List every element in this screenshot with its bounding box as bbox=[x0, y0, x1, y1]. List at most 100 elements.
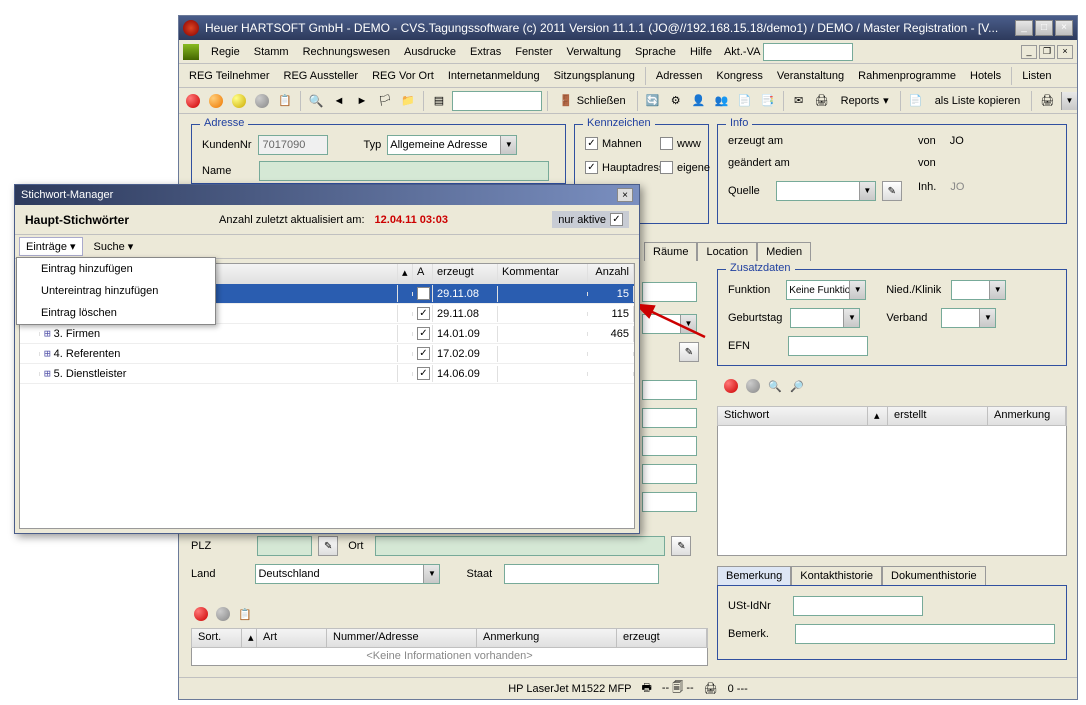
col-anzahl[interactable]: Anzahl bbox=[588, 264, 634, 284]
col-sort[interactable]: Sort. bbox=[192, 629, 242, 647]
mdi-close[interactable]: × bbox=[1057, 45, 1073, 59]
suche-dropdown[interactable]: Suche ▾ bbox=[87, 237, 141, 256]
tool-flag-icon[interactable]: 🏳 bbox=[375, 91, 395, 111]
menu-untereintrag-hinzufuegen[interactable]: Untereintrag hinzufügen bbox=[17, 280, 215, 302]
tab-reg-aussteller[interactable]: REG Aussteller bbox=[278, 67, 365, 85]
mid-input-6[interactable] bbox=[642, 492, 697, 512]
tab-location[interactable]: Location bbox=[697, 242, 757, 261]
col-kommentar[interactable]: Kommentar bbox=[498, 264, 588, 284]
tab-kongress[interactable]: Kongress bbox=[710, 67, 768, 85]
tab-raeume[interactable]: Räume bbox=[644, 242, 697, 261]
dialog-row[interactable]: ⊞ 4. Referenten✓17.02.09 bbox=[20, 344, 634, 364]
tool-print-icon[interactable]: 🖨 bbox=[812, 91, 832, 111]
menu-hilfe[interactable]: Hilfe bbox=[684, 44, 718, 60]
geburtstag-input[interactable]: ▼ bbox=[790, 308, 860, 328]
col-nummer[interactable]: Nummer/Adresse bbox=[327, 629, 477, 647]
mid-combo-1[interactable]: ▼ bbox=[642, 314, 697, 334]
tab-reg-vor-ort[interactable]: REG Vor Ort bbox=[366, 67, 440, 85]
tab-bemerkung[interactable]: Bemerkung bbox=[717, 566, 791, 585]
stichwort-remove-icon[interactable] bbox=[743, 376, 763, 396]
stichwort-add-icon[interactable] bbox=[721, 376, 741, 396]
tab-reg-teilnehmer[interactable]: REG Teilnehmer bbox=[183, 67, 276, 85]
tool-p4-icon[interactable]: 📑 bbox=[758, 91, 778, 111]
tab-adressen[interactable]: Adressen bbox=[650, 67, 708, 85]
ust-input[interactable] bbox=[793, 596, 923, 616]
name-input[interactable] bbox=[259, 161, 549, 181]
efn-input[interactable] bbox=[788, 336, 868, 356]
dialog-row[interactable]: ⊞ 3. Firmen✓14.01.09465 bbox=[20, 324, 634, 344]
typ-combo[interactable]: Allgemeine Adresse▼ bbox=[387, 135, 517, 155]
mid-input-3[interactable] bbox=[642, 408, 697, 428]
funktion-combo[interactable]: Keine Funktion▼ bbox=[786, 280, 866, 300]
tab-veranstaltung[interactable]: Veranstaltung bbox=[771, 67, 850, 85]
land-combo[interactable]: Deutschland▼ bbox=[255, 564, 440, 584]
tab-listen[interactable]: Listen bbox=[1016, 67, 1057, 85]
menu-stamm[interactable]: Stamm bbox=[248, 44, 295, 60]
contact-add-icon[interactable] bbox=[191, 604, 211, 624]
tab-hotels[interactable]: Hotels bbox=[964, 67, 1007, 85]
col-erzeugt[interactable]: erzeugt bbox=[617, 629, 707, 647]
close-button-toolbar[interactable]: 🚪 Schließen bbox=[553, 92, 632, 109]
contact-copy-icon[interactable]: 📋 bbox=[235, 604, 255, 624]
haupt-checkbox[interactable]: ✓ bbox=[585, 161, 598, 174]
eigene-checkbox[interactable] bbox=[660, 161, 673, 174]
col-art[interactable]: Art bbox=[257, 629, 327, 647]
menu-extras[interactable]: Extras bbox=[464, 44, 507, 60]
col-anmerkung2[interactable]: Anmerkung bbox=[477, 629, 617, 647]
ort-edit-button[interactable]: ✎ bbox=[671, 536, 691, 556]
tab-medien[interactable]: Medien bbox=[757, 242, 811, 261]
col-a[interactable]: A bbox=[413, 264, 433, 284]
plz-edit-button[interactable]: ✎ bbox=[318, 536, 338, 556]
mid-input-1[interactable] bbox=[642, 282, 697, 302]
tab-internetanmeldung[interactable]: Internetanmeldung bbox=[442, 67, 546, 85]
tool-grey-icon[interactable] bbox=[252, 91, 272, 111]
tab-rahmenprogramme[interactable]: Rahmenprogramme bbox=[852, 67, 962, 85]
tool-combo[interactable]: ▼ bbox=[452, 91, 542, 111]
dialog-row[interactable]: ⊞ 5. Dienstleister✓14.06.09 bbox=[20, 364, 634, 384]
tool-record-icon[interactable] bbox=[183, 91, 203, 111]
verband-combo[interactable]: ▼ bbox=[941, 308, 996, 328]
quelle-combo[interactable]: ▼ bbox=[776, 181, 876, 201]
menu-rechnungswesen[interactable]: Rechnungswesen bbox=[297, 44, 396, 60]
stichwort-search-icon[interactable]: 🔍 bbox=[765, 376, 785, 396]
mdi-minimize[interactable]: _ bbox=[1021, 45, 1037, 59]
col-anmerkung[interactable]: Anmerkung bbox=[988, 407, 1066, 425]
tool-search-icon[interactable]: 🔍 bbox=[306, 91, 326, 111]
mid-input-4[interactable] bbox=[642, 436, 697, 456]
tool-yellow-icon[interactable] bbox=[229, 91, 249, 111]
tool-print2-icon[interactable]: 🖨 bbox=[1037, 91, 1057, 111]
col-erzeugt-dlg[interactable]: erzeugt bbox=[433, 264, 498, 284]
tool-prev-icon[interactable]: ◄ bbox=[329, 91, 349, 111]
www-checkbox[interactable] bbox=[660, 137, 673, 150]
copy-list-button[interactable]: als Liste kopieren bbox=[929, 93, 1027, 109]
tab-sitzungsplanung[interactable]: Sitzungsplanung bbox=[548, 67, 641, 85]
menu-fenster[interactable]: Fenster bbox=[509, 44, 558, 60]
close-button[interactable]: × bbox=[1055, 20, 1073, 36]
minimize-button[interactable]: _ bbox=[1015, 20, 1033, 36]
tool-mail-icon[interactable]: ✉ bbox=[789, 91, 809, 111]
tool-next-icon[interactable]: ► bbox=[352, 91, 372, 111]
filter-checkbox[interactable]: ✓ bbox=[610, 213, 623, 226]
tool-p2-icon[interactable]: 👥 bbox=[712, 91, 732, 111]
mid-edit-button[interactable]: ✎ bbox=[679, 342, 699, 362]
stichwort-search2-icon[interactable]: 🔎 bbox=[787, 376, 807, 396]
plz-input[interactable] bbox=[257, 536, 312, 556]
reports-button[interactable]: Reports ▾ bbox=[835, 92, 895, 109]
mahnen-checkbox[interactable]: ✓ bbox=[585, 137, 598, 150]
tool-orange-icon[interactable] bbox=[206, 91, 226, 111]
menu-eintrag-loeschen[interactable]: Eintrag löschen bbox=[17, 302, 215, 324]
tab-kontakthistorie[interactable]: Kontakthistorie bbox=[791, 566, 882, 585]
nied-combo[interactable]: ▼ bbox=[951, 280, 1006, 300]
maximize-button[interactable]: □ bbox=[1035, 20, 1053, 36]
tool-p1-icon[interactable]: 👤 bbox=[689, 91, 709, 111]
tool-folder-icon[interactable]: 📁 bbox=[398, 91, 418, 111]
tab-dokumenthistorie[interactable]: Dokumenthistorie bbox=[882, 566, 986, 585]
eintraege-dropdown[interactable]: Einträge ▾ bbox=[19, 237, 83, 256]
mid-input-2[interactable] bbox=[642, 380, 697, 400]
tool-list-icon[interactable]: ▤ bbox=[429, 91, 449, 111]
tool-copy-icon[interactable]: 📋 bbox=[275, 91, 295, 111]
staat-input[interactable] bbox=[504, 564, 659, 584]
contact-remove-icon[interactable] bbox=[213, 604, 233, 624]
menu-eintrag-hinzufuegen[interactable]: Eintrag hinzufügen bbox=[17, 258, 215, 280]
menu-ausdrucke[interactable]: Ausdrucke bbox=[398, 44, 462, 60]
